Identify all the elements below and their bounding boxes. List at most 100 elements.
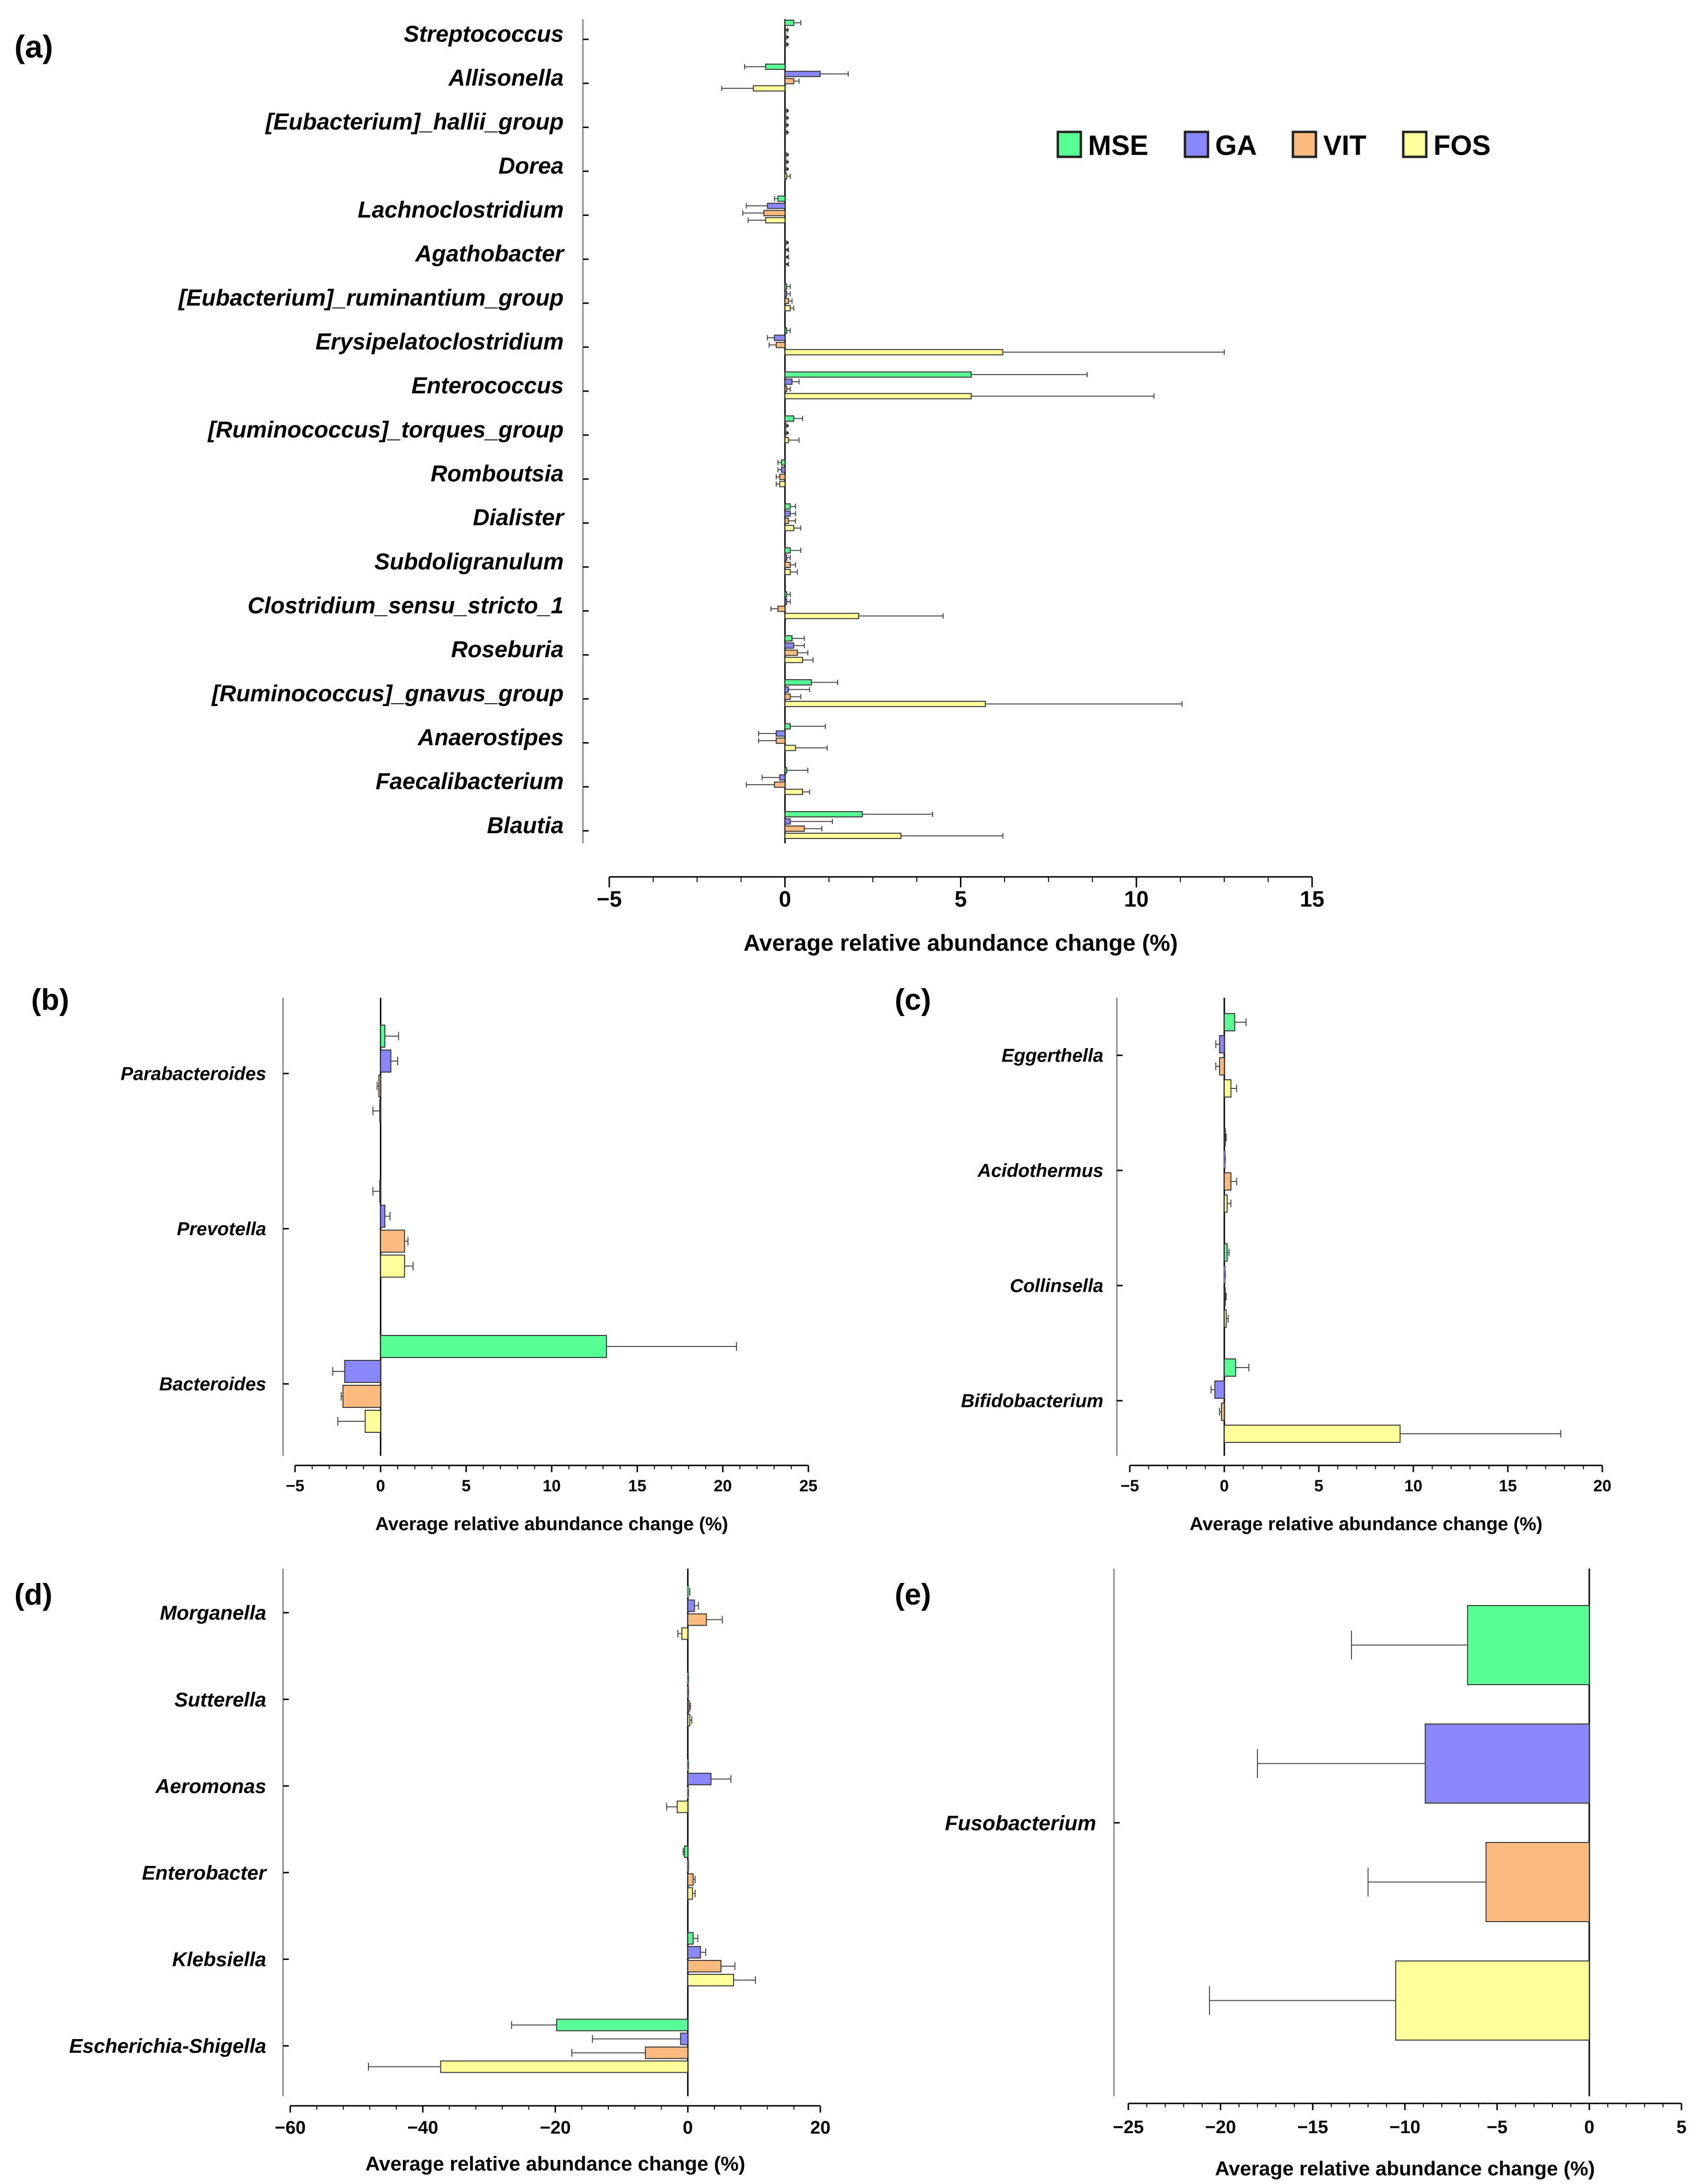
error-bar-anaerostipes-vit: [758, 738, 776, 744]
error-bar-faecalibacterium-vit: [746, 782, 775, 788]
error-bar-parabacteroides-vit: [377, 1082, 379, 1090]
bar-eggerthella-ga: [1219, 1035, 1225, 1053]
error-bar-bacteroides-mse: [606, 1342, 737, 1351]
chart-panel-b: Parabacteroides Prevotella Bacteroides −5 0 5…: [121, 998, 817, 1535]
error-bar-anaerostipes-ga: [758, 731, 776, 736]
x-axis-label: Average relative abundance change (%): [1215, 2157, 1595, 2180]
bar-roseburia-vit: [784, 649, 798, 656]
legend-item-vit: VIT: [1291, 130, 1366, 161]
error-bar-bacteroides-fos: [337, 1417, 366, 1426]
error-bar-ruminococcus-gnavus-group-ga: [788, 687, 810, 692]
error-bar-sutterella-vit: [689, 1702, 691, 1711]
x-tick-label: −5: [597, 886, 622, 911]
bar-allisonella-ga: [784, 71, 821, 77]
x-tick-label: −40: [407, 2118, 438, 2138]
error-bar-sutterella-fos: [689, 1716, 693, 1724]
bar-prevotella-ga: [380, 1204, 386, 1228]
category-label-collinsella: Collinsella: [1010, 1276, 1103, 1297]
bar-anaerostipes-fos: [784, 744, 796, 751]
error-bar-erysipelatoclostridium-mse: [786, 328, 791, 333]
legend: MSE GA VIT FOS: [1056, 130, 1491, 161]
x-tick-label: 20: [714, 1477, 732, 1495]
category-label-fusobacterium: Fusobacterium: [945, 1811, 1096, 1835]
category-label-aeromonas: Aeromonas: [155, 1775, 266, 1797]
bar-romboutsia-vit: [779, 473, 786, 480]
bar-ruminococcus-gnavus-group-mse: [784, 679, 812, 685]
bar-enterobacter-vit: [687, 1873, 694, 1886]
legend-swatch-mse: [1056, 130, 1082, 158]
category-label-allisonella: Allisonella: [448, 65, 564, 91]
bar-fusobacterium-fos: [1395, 1960, 1590, 2041]
error-bar-prevotella-ga: [385, 1212, 391, 1221]
bar-dorea-fos: [784, 173, 787, 179]
error-bar-anaerostipes-mse: [790, 723, 826, 729]
error-bar-allisonella-vit: [793, 78, 800, 84]
x-tick-label: −15: [1297, 2117, 1328, 2137]
category-label-ruminococcus-torques-group: [Ruminococcus]_torques_group: [207, 417, 564, 443]
error-bar-clostridium-sensu-stricto-1-fos: [859, 613, 944, 619]
error-bar-bifidobacterium-ga: [1210, 1386, 1215, 1393]
bar-klebsiella-vit: [687, 1960, 722, 1972]
bar-anaerostipes-vit: [775, 737, 786, 744]
error-bar-dialister-mse: [790, 504, 796, 509]
bar-clostridium-sensu-stricto-1-fos: [784, 613, 860, 619]
x-tick-label: 0: [779, 886, 791, 911]
category-label-eubacterium-ruminantium-group: [Eubacterium]_ruminantium_group: [178, 285, 564, 311]
x-tick-label: −5: [1121, 1477, 1139, 1495]
error-bar-roseburia-vit: [797, 650, 808, 656]
error-bar-enterococcus-fos: [971, 393, 1155, 399]
error-bar-dialister-fos: [793, 525, 802, 531]
error-bar-aeromonas-fos: [666, 1803, 677, 1811]
error-bar-agathobacter-ga: [785, 247, 789, 253]
error-bar-bacteroides-ga: [332, 1367, 345, 1376]
error-bar-faecalibacterium-fos: [802, 789, 810, 795]
error-bar-roseburia-mse: [792, 636, 805, 641]
bar-bifidobacterium-ga: [1214, 1381, 1225, 1399]
category-label-clostridium-sensu-stricto-1: Clostridium_sensu_stricto_1: [248, 593, 564, 618]
error-bar-streptococcus-ga: [785, 27, 788, 33]
error-bar-eubacterium-hallii-group-ga: [785, 115, 787, 121]
x-tick-label: 15: [628, 1477, 646, 1495]
bar-dialister-mse: [784, 503, 791, 510]
error-bar-ruminococcus-gnavus-group-mse: [811, 680, 839, 685]
x-tick-label: 10: [543, 1477, 561, 1495]
error-bar-prevotella-vit: [404, 1237, 409, 1246]
bar-aeromonas-fos: [676, 1800, 688, 1813]
chart-panel-d: Morganella Sutterella Aeromonas Enterobacte…: [69, 1569, 830, 2175]
error-bar-prevotella-mse: [372, 1187, 380, 1196]
bar-bifidobacterium-mse: [1224, 1358, 1236, 1377]
category-label-erysipelatoclostridium: Erysipelatoclostridium: [316, 329, 564, 354]
bar-morganella-vit: [687, 1613, 707, 1626]
bar-ruminococcus-torques-group-fos: [784, 437, 789, 443]
x-axis-label: Average relative abundance change (%): [744, 931, 1178, 956]
bar-bacteroides-ga: [344, 1360, 381, 1383]
bar-subdoligranulum-fos: [784, 569, 791, 575]
error-bar-eubacterium-ruminantium-group-fos: [790, 306, 794, 311]
bar-lachnoclostridium-mse: [777, 195, 786, 202]
bar-roseburia-ga: [784, 642, 794, 649]
error-bar-parabacteroides-ga: [391, 1057, 398, 1065]
bar-bifidobacterium-fos: [1224, 1425, 1401, 1443]
error-bar-bifidobacterium-vit: [1219, 1408, 1222, 1416]
bar-subdoligranulum-ga: [784, 555, 787, 561]
bar-eggerthella-vit: [1219, 1057, 1225, 1075]
bar-parabacteroides-fos: [379, 1099, 381, 1122]
bar-roseburia-mse: [784, 635, 793, 642]
error-bar-blautia-fos: [900, 833, 1004, 838]
bar-acidothermus-fos: [1224, 1194, 1228, 1213]
error-bar-eubacterium-ruminantium-group-mse: [786, 284, 791, 289]
bar-morganella-fos: [681, 1627, 688, 1640]
bar-klebsiella-ga: [687, 1946, 701, 1959]
x-tick-label: 5: [1314, 1477, 1324, 1495]
bar-sutterella-vit: [687, 1700, 690, 1713]
error-bar-escherichia-shigella-fos: [367, 2063, 441, 2071]
bar-streptococcus-mse: [784, 20, 794, 26]
error-bar-subdoligranulum-vit: [790, 562, 796, 567]
category-label-enterobacter: Enterobacter: [142, 1862, 268, 1884]
x-tick-label: −20: [540, 2118, 570, 2138]
bar-eubacterium-ruminantium-group-mse: [784, 283, 787, 290]
bar-faecalibacterium-mse: [784, 767, 787, 774]
error-bar-ruminococcus-gnavus-group-fos: [985, 701, 1183, 707]
bar-lachnoclostridium-vit: [763, 210, 786, 216]
